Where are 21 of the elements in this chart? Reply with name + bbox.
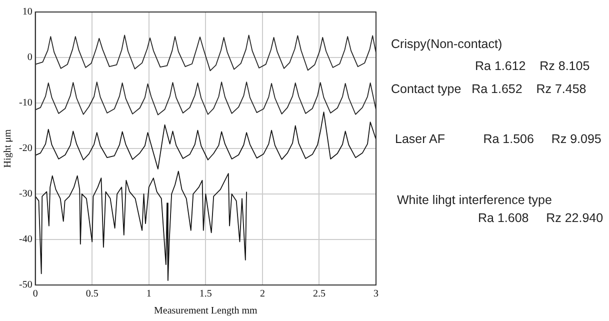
x-tick-label: 2 (260, 288, 265, 300)
y-tick-label: -30 (18, 188, 32, 200)
y-tick-label: 10 (22, 6, 32, 18)
x-tick-label: 1 (146, 288, 152, 300)
text: White lihgt interference type (397, 193, 552, 207)
text: Contact type Ra 1.652 Rz 7.458 (391, 82, 586, 96)
x-axis-title: Measurement Length mm (154, 306, 258, 317)
x-tick-label: 0.5 (86, 288, 98, 300)
x-tick-label: 2.5 (312, 288, 326, 300)
text: Crispy(Non-contact) (391, 37, 502, 51)
y-axis-title: Hight μm (2, 129, 14, 168)
y-tick-label: 0 (27, 52, 32, 64)
x-tick-label: 1.5 (199, 288, 212, 300)
y-tick-label: -20 (18, 143, 32, 154)
y-tick-label: -40 (18, 234, 32, 246)
y-tick-label: -10 (18, 98, 32, 109)
text: Laser AF Ra 1.506 Rz 9.095 (395, 132, 602, 146)
text: Ra 1.608 Rz 22.940 (478, 211, 604, 225)
text: Ra 1.612 Rz 8.105 (475, 59, 590, 73)
x-tick-label: 3 (374, 288, 378, 300)
y-tick-label: -50 (18, 280, 32, 291)
